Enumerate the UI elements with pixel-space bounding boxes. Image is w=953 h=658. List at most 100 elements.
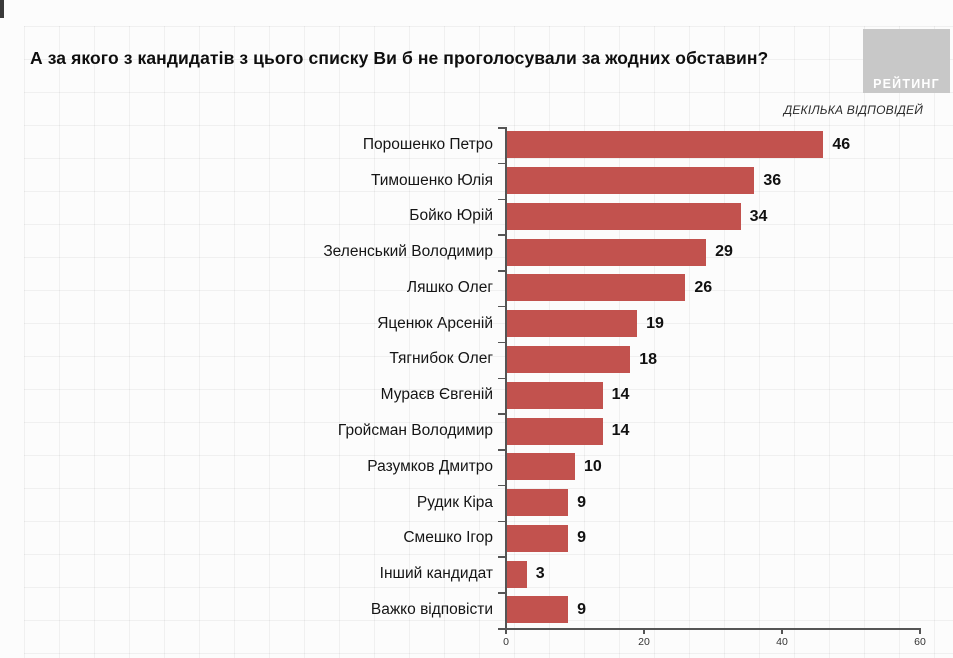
corner-artifact (0, 0, 4, 18)
bar-row: Рудик Кіра 9 (0, 485, 953, 521)
background-grid (24, 26, 953, 658)
bar-track: 36 (506, 163, 953, 199)
bar-track: 14 (506, 413, 953, 449)
y-axis-tick (498, 270, 505, 272)
category-label: Важко відповісти (370, 600, 493, 618)
value-label: 36 (763, 171, 782, 189)
bar-track: 46 (506, 127, 953, 163)
y-axis-tick (498, 305, 505, 308)
bar (506, 202, 741, 230)
bar (506, 453, 575, 481)
bar (506, 524, 569, 552)
y-axis-tick (498, 449, 505, 451)
multiple-answers-note: ДЕКІЛЬКА ВІДПОВІДЕЙ (783, 103, 923, 117)
bar-row: Порошенко Петро 46 (0, 127, 953, 163)
bar (506, 310, 638, 338)
x-axis-tick (643, 628, 645, 634)
category-label: Мураєв Євгеній (380, 386, 493, 404)
category-label: Разумков Дмитро (367, 457, 493, 475)
bar-track: 26 (506, 270, 953, 306)
category-label: Зеленський Володимир (323, 243, 493, 261)
value-label: 9 (577, 493, 586, 511)
bar-chart: Порошенко Петро 46 Тимошенко Юлія 36 Бойко Ю… (0, 127, 953, 658)
value-label: 18 (639, 350, 657, 368)
y-axis-tick (498, 556, 505, 558)
x-axis-tick (505, 628, 507, 634)
rating-logo: РЕЙТИНГ (863, 29, 950, 93)
bar-track: 18 (506, 342, 953, 378)
bar-row: Смешко Ігор 9 (0, 520, 953, 556)
bar (506, 596, 569, 624)
bar-row: Інший кандидат 3 (0, 556, 953, 592)
category-label: Тимошенко Юлія (370, 171, 493, 189)
chart-title: А за якого з кандидатів з цього списку В… (30, 48, 769, 68)
bar-track: 9 (506, 520, 953, 556)
y-axis-tick (498, 628, 505, 630)
value-label: 9 (577, 529, 586, 547)
category-label: Яценюк Арсеній (377, 314, 493, 332)
bar-track: 34 (506, 199, 953, 235)
y-axis-tick (498, 341, 505, 344)
bar-row: Мураєв Євгеній 14 (0, 377, 953, 413)
category-label: Смешко Ігор (403, 529, 493, 547)
value-label: 26 (694, 279, 713, 297)
bar-row: Ляшко Олег 26 (0, 270, 953, 306)
bar (506, 417, 603, 445)
value-label: 10 (584, 457, 602, 475)
y-axis-tick (498, 127, 505, 129)
x-axis-line (505, 628, 921, 630)
bar (506, 238, 707, 266)
x-axis-tick-label: 20 (638, 636, 650, 648)
value-label: 29 (715, 243, 733, 261)
bar-row: Гройсман Володимир 14 (0, 413, 953, 449)
bar (506, 274, 686, 302)
value-label: 14 (611, 422, 630, 440)
y-axis-tick (498, 198, 505, 201)
y-axis-tick (498, 377, 505, 379)
y-axis-tick (498, 234, 505, 236)
bar-row: Тимошенко Юлія 36 (0, 163, 953, 199)
x-axis-tick-label: 60 (914, 636, 926, 648)
value-label: 46 (832, 136, 851, 153)
y-axis-tick (498, 484, 505, 487)
bar-track: 10 (506, 449, 953, 485)
x-axis-tick (919, 628, 921, 634)
x-axis-tick-label: 40 (776, 636, 788, 648)
value-label: 14 (611, 386, 630, 404)
value-label: 34 (749, 207, 768, 225)
category-label: Ляшко Олег (406, 278, 493, 296)
bar (506, 489, 569, 517)
category-label: Гройсман Володимир (337, 422, 493, 439)
bar-row: Зеленський Володимир 29 (0, 234, 953, 270)
y-axis-tick (498, 162, 505, 165)
x-axis-tick-label: 0 (503, 636, 509, 648)
bar-track: 9 (506, 485, 953, 521)
bar-track: 14 (506, 377, 953, 413)
bar-track: 19 (506, 306, 953, 342)
category-label: Інший кандидат (379, 565, 493, 583)
bar-row: Тягнибок Олег 18 (0, 342, 953, 378)
value-label: 9 (577, 600, 586, 618)
rating-logo-text: РЕЙТИНГ (873, 77, 940, 91)
category-label: Бойко Юрій (409, 207, 493, 225)
value-label: 19 (646, 314, 664, 332)
bar-row: Бойко Юрій 34 (0, 199, 953, 235)
x-axis-tick (781, 628, 783, 634)
bar-row: Важко відповісти 9 (0, 592, 953, 628)
bar (506, 381, 603, 409)
bar-track: 3 (506, 556, 953, 592)
category-label: Рудик Кіра (416, 493, 493, 511)
y-axis-tick (498, 592, 505, 594)
bar-row: Яценюк Арсеній 19 (0, 306, 953, 342)
bar-row: Разумков Дмитро 10 (0, 449, 953, 485)
bar (506, 560, 527, 588)
bar (506, 167, 755, 195)
bar-track: 9 (506, 592, 953, 628)
value-label: 3 (535, 565, 545, 583)
bar-track: 29 (506, 234, 953, 270)
y-axis-tick (498, 413, 505, 415)
y-axis-tick (498, 520, 505, 523)
bar (506, 131, 824, 159)
category-label: Тягнибок Олег (389, 350, 493, 368)
y-axis-line (505, 127, 507, 628)
